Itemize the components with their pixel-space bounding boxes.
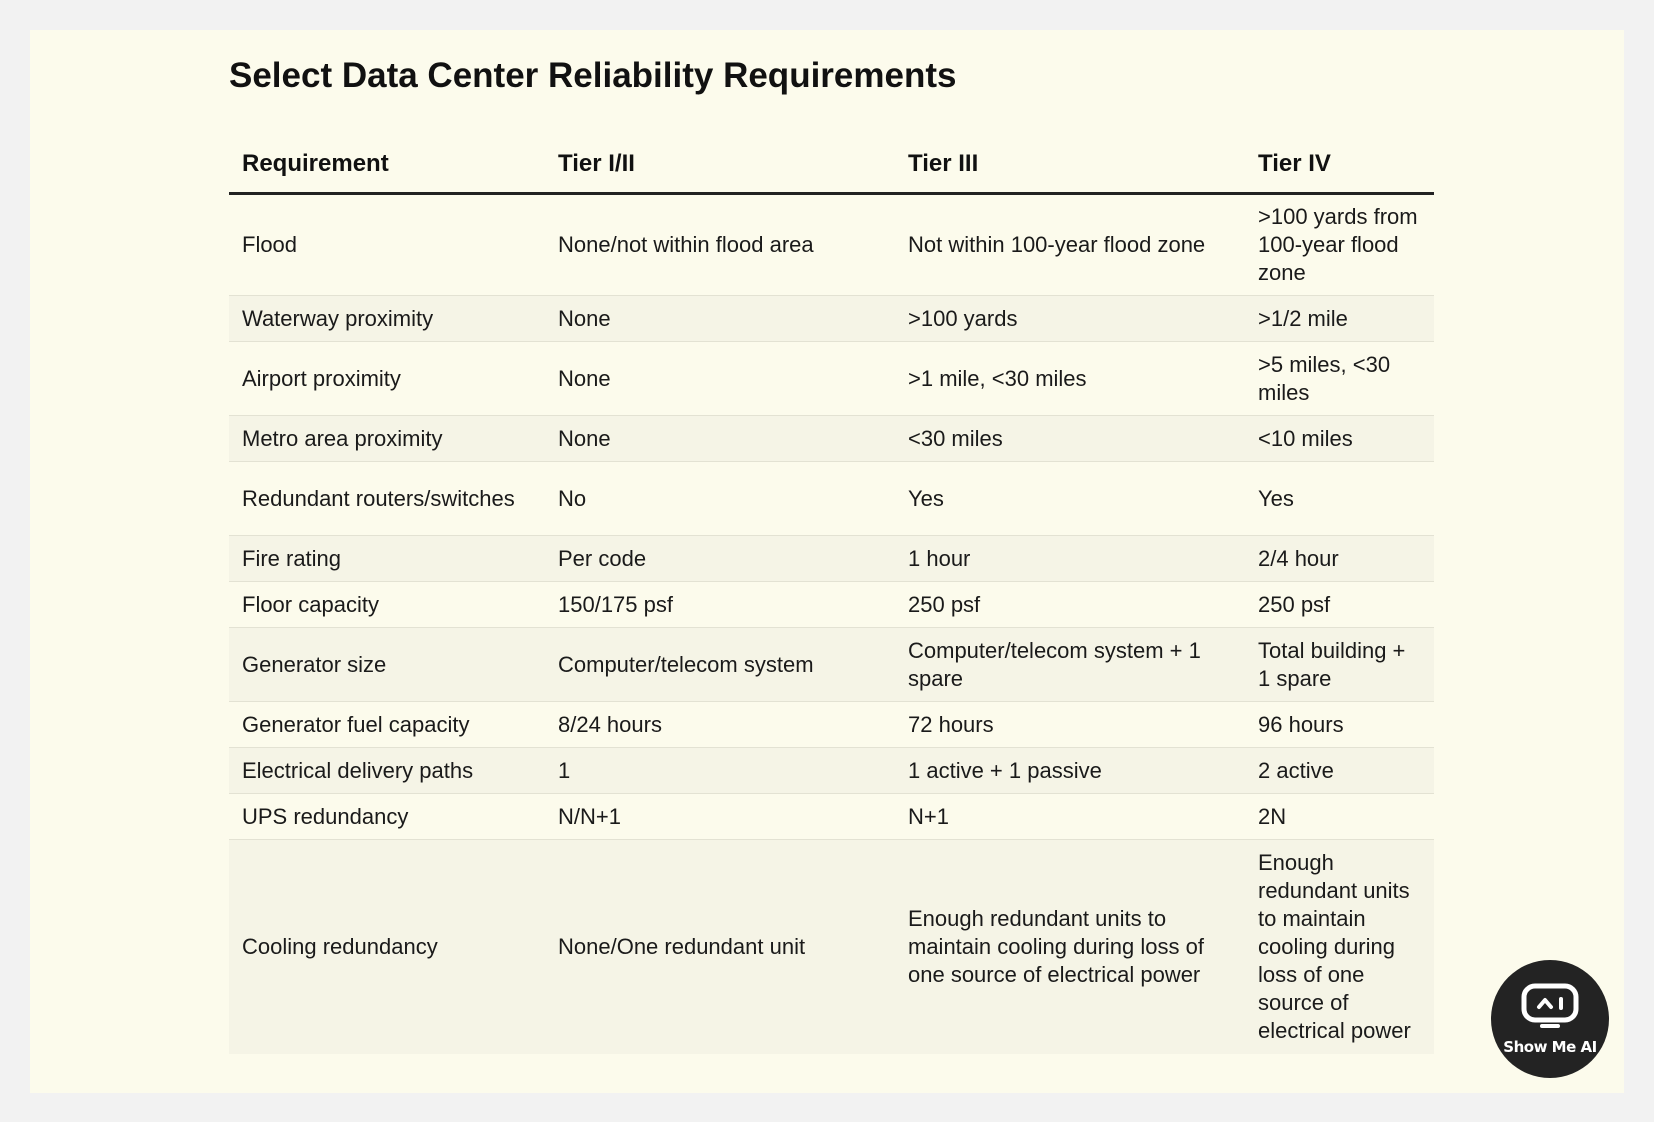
tier-3-cell: N+1 — [895, 793, 1245, 840]
tier-3-cell: 72 hours — [895, 701, 1245, 748]
tier-3-cell: Not within 100-year flood zone — [895, 193, 1245, 296]
tier-4-cell: 2N — [1245, 793, 1434, 840]
table-row: Flood None/not within flood area Not wit… — [229, 193, 1434, 296]
tier-3-cell: >100 yards — [895, 295, 1245, 342]
tier-1-2-cell: No — [545, 461, 895, 536]
table-row: Waterway proximity None >100 yards >1/2 … — [229, 295, 1434, 342]
tier-3-cell: Computer/telecom system + 1 spare — [895, 627, 1245, 702]
tier-3-cell: 250 psf — [895, 581, 1245, 628]
column-header-tier-1-2: Tier I/II — [545, 136, 895, 195]
tier-3-cell: >1 mile, <30 miles — [895, 341, 1245, 416]
requirement-cell: Flood — [229, 193, 545, 296]
tier-4-cell: 2 active — [1245, 747, 1434, 794]
tier-1-2-cell: 1 — [545, 747, 895, 794]
tier-1-2-cell: Computer/telecom system — [545, 627, 895, 702]
robot-face-icon — [1521, 983, 1579, 1028]
tier-4-cell: 2/4 hour — [1245, 535, 1434, 582]
table-row: Redundant routers/switches No Yes Yes — [229, 461, 1434, 536]
logo-text: Show Me AI — [1503, 1038, 1597, 1056]
tier-3-cell: <30 miles — [895, 415, 1245, 462]
tier-1-2-cell: None/One redundant unit — [545, 839, 895, 1054]
tier-1-2-cell: None — [545, 341, 895, 416]
requirement-cell: Electrical delivery paths — [229, 747, 545, 794]
table-row: Fire rating Per code 1 hour 2/4 hour — [229, 535, 1434, 582]
page-title: Select Data Center Reliability Requireme… — [229, 56, 957, 95]
requirement-cell: Fire rating — [229, 535, 545, 582]
tier-1-2-cell: None — [545, 415, 895, 462]
tier-3-cell: Enough redundant units to maintain cooli… — [895, 839, 1245, 1054]
tier-1-2-cell: 8/24 hours — [545, 701, 895, 748]
tier-4-cell: >1/2 mile — [1245, 295, 1434, 342]
requirement-cell: UPS redundancy — [229, 793, 545, 840]
requirement-cell: Airport proximity — [229, 341, 545, 416]
tier-4-cell: >100 yards from 100-year flood zone — [1245, 193, 1434, 296]
tier-1-2-cell: Per code — [545, 535, 895, 582]
table-row: Generator fuel capacity 8/24 hours 72 ho… — [229, 701, 1434, 748]
tier-1-2-cell: 150/175 psf — [545, 581, 895, 628]
requirements-table: Requirement Tier I/II Tier III Tier IV F… — [229, 136, 1434, 1054]
table-header-row: Requirement Tier I/II Tier III Tier IV — [229, 136, 1434, 195]
table-row: Metro area proximity None <30 miles <10 … — [229, 415, 1434, 462]
tier-3-cell: 1 active + 1 passive — [895, 747, 1245, 794]
tier-3-cell: Yes — [895, 461, 1245, 536]
show-me-ai-logo: Show Me AI — [1491, 960, 1609, 1078]
requirement-cell: Redundant routers/switches — [229, 461, 545, 536]
column-header-tier-4: Tier IV — [1245, 136, 1434, 195]
tier-1-2-cell: None — [545, 295, 895, 342]
table-row: Floor capacity 150/175 psf 250 psf 250 p… — [229, 581, 1434, 628]
tier-3-cell: 1 hour — [895, 535, 1245, 582]
table-row: UPS redundancy N/N+1 N+1 2N — [229, 793, 1434, 840]
requirement-cell: Floor capacity — [229, 581, 545, 628]
tier-1-2-cell: N/N+1 — [545, 793, 895, 840]
tier-4-cell: 250 psf — [1245, 581, 1434, 628]
requirement-cell: Metro area proximity — [229, 415, 545, 462]
table-row: Electrical delivery paths 1 1 active + 1… — [229, 747, 1434, 794]
tier-1-2-cell: None/not within flood area — [545, 193, 895, 296]
tier-4-cell: Enough redundant units to maintain cooli… — [1245, 839, 1434, 1054]
tier-4-cell: Total building + 1 spare — [1245, 627, 1434, 702]
table-row: Cooling redundancy None/One redundant un… — [229, 839, 1434, 1054]
column-header-tier-3: Tier III — [895, 136, 1245, 195]
table-row: Airport proximity None >1 mile, <30 mile… — [229, 341, 1434, 416]
tier-4-cell: >5 miles, <30 miles — [1245, 341, 1434, 416]
table-row: Generator size Computer/telecom system C… — [229, 627, 1434, 702]
tier-4-cell: 96 hours — [1245, 701, 1434, 748]
tier-4-cell: Yes — [1245, 461, 1434, 536]
tier-4-cell: <10 miles — [1245, 415, 1434, 462]
requirement-cell: Waterway proximity — [229, 295, 545, 342]
requirement-cell: Generator size — [229, 627, 545, 702]
requirement-cell: Generator fuel capacity — [229, 701, 545, 748]
column-header-requirement: Requirement — [229, 136, 545, 195]
requirement-cell: Cooling redundancy — [229, 839, 545, 1054]
